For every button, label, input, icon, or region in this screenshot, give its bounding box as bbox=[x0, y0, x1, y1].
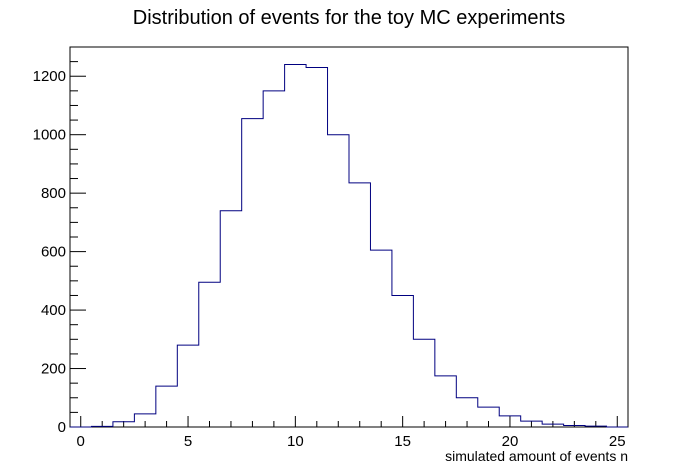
x-tick-label: 25 bbox=[609, 433, 626, 450]
tick-labels: 0 5 10 15 20 25 0 200 400 600 800 1000 1200 bbox=[33, 68, 626, 450]
y-tick-label: 200 bbox=[41, 361, 66, 378]
y-tick-label: 0 bbox=[58, 419, 66, 436]
chart-title: Distribution of events for the toy MC ex… bbox=[133, 7, 565, 29]
x-tick-label: 15 bbox=[394, 433, 411, 450]
x-tick-label: 20 bbox=[502, 433, 519, 450]
y-tick-label: 600 bbox=[41, 244, 66, 261]
x-tick-label: 5 bbox=[184, 433, 192, 450]
plot-frame bbox=[69, 46, 629, 428]
histogram-series bbox=[70, 64, 628, 428]
x-tick-label: 0 bbox=[77, 433, 85, 450]
y-tick-label: 1200 bbox=[33, 68, 66, 85]
y-tick-label: 800 bbox=[41, 185, 66, 202]
y-tick-label: 400 bbox=[41, 302, 66, 319]
x-axis-label: simulated amount of events n bbox=[445, 448, 628, 464]
y-tick-label: 1000 bbox=[33, 127, 66, 144]
x-tick-label: 10 bbox=[287, 433, 304, 450]
axis-ticks bbox=[70, 46, 618, 428]
